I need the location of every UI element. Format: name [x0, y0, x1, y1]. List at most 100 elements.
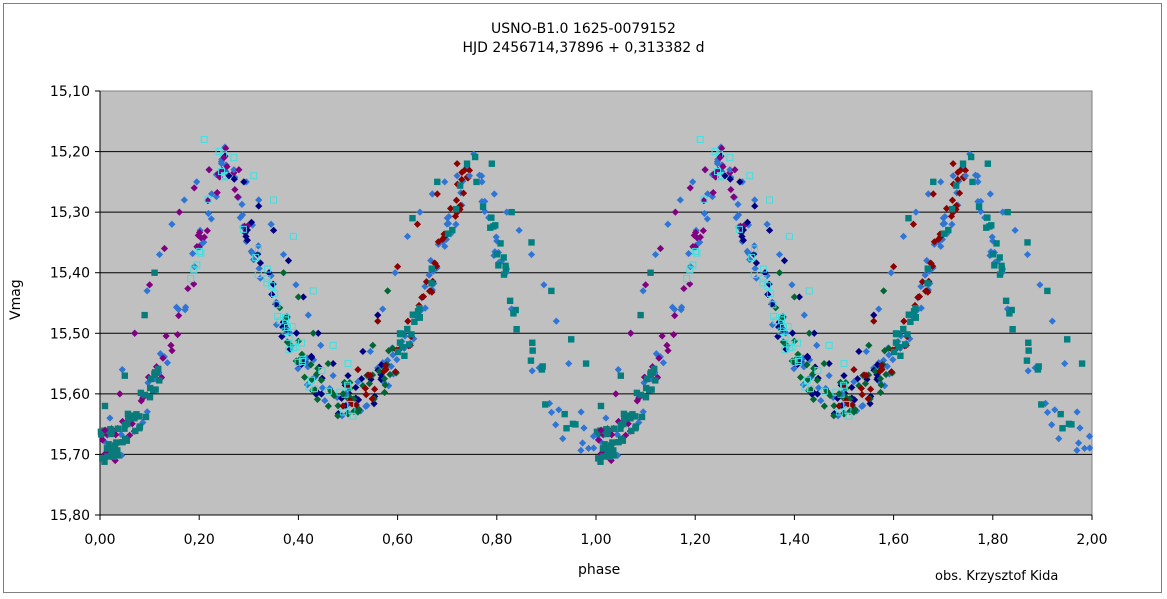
data-point	[595, 455, 602, 462]
data-point	[150, 387, 157, 394]
data-point	[807, 385, 815, 393]
data-point	[298, 339, 306, 347]
data-point	[254, 271, 262, 279]
data-point	[955, 189, 964, 197]
data-point	[954, 175, 962, 184]
data-point	[865, 341, 873, 349]
data-point	[739, 236, 747, 244]
data-point	[870, 317, 878, 325]
data-point	[459, 189, 468, 197]
data-point	[187, 275, 195, 283]
data-point	[174, 331, 182, 339]
data-point	[610, 452, 617, 459]
data-point	[763, 220, 771, 228]
data-point	[425, 287, 434, 295]
data-point	[676, 196, 684, 204]
data-point	[590, 444, 598, 452]
data-point	[465, 166, 474, 174]
data-point	[529, 339, 536, 346]
data-point	[329, 359, 337, 368]
data-point	[321, 396, 329, 405]
data-point	[907, 318, 914, 326]
data-point	[503, 208, 511, 216]
data-point	[110, 446, 117, 453]
data-point	[796, 358, 804, 366]
data-point	[954, 168, 962, 176]
data-point	[552, 317, 560, 325]
data-point	[428, 190, 436, 198]
data-point	[917, 282, 925, 291]
data-point	[401, 352, 408, 360]
data-point	[899, 232, 908, 240]
y-tick-label: 15,40	[50, 266, 90, 282]
data-point	[547, 408, 556, 416]
data-point	[656, 244, 665, 253]
data-point	[659, 359, 667, 367]
data-point	[608, 431, 616, 439]
data-point	[639, 408, 647, 416]
data-point	[273, 301, 281, 309]
data-point	[1085, 432, 1094, 440]
data-point	[294, 293, 302, 301]
data-point	[283, 323, 291, 331]
data-point	[561, 410, 568, 418]
data-point	[329, 341, 337, 349]
data-point	[1008, 306, 1015, 314]
data-point	[593, 428, 601, 435]
data-point	[905, 215, 912, 222]
data-point	[809, 395, 818, 403]
data-point	[887, 368, 896, 376]
x-tick-label: 1,80	[977, 532, 1008, 548]
data-point	[334, 412, 342, 420]
data-point	[107, 430, 114, 438]
data-point	[452, 220, 460, 228]
data-point	[223, 162, 231, 171]
data-point	[318, 367, 326, 375]
data-point	[766, 289, 774, 297]
data-point	[685, 249, 693, 258]
data-point	[790, 293, 798, 301]
data-point	[114, 447, 121, 454]
data-point	[775, 250, 784, 259]
data-point	[606, 453, 613, 461]
data-point	[478, 178, 486, 186]
data-point	[810, 329, 818, 337]
data-point	[384, 287, 392, 295]
data-point	[475, 171, 484, 179]
data-point	[719, 162, 727, 171]
data-point	[131, 329, 139, 337]
data-point	[386, 370, 394, 379]
data-point	[481, 197, 489, 206]
data-point	[396, 339, 404, 346]
data-point	[788, 343, 796, 351]
data-point	[924, 190, 932, 198]
data-point	[642, 393, 650, 401]
data-point	[1057, 410, 1064, 418]
chart-frame	[3, 3, 1162, 593]
data-point	[255, 196, 263, 204]
x-tick-label: 1,40	[779, 532, 810, 548]
data-point	[168, 220, 176, 228]
data-point	[1025, 347, 1032, 354]
data-point	[689, 178, 697, 186]
data-point	[736, 178, 744, 186]
data-point	[607, 456, 615, 465]
data-point	[748, 253, 756, 261]
data-point	[617, 425, 624, 432]
data-point	[354, 408, 362, 416]
data-point	[99, 455, 106, 462]
data-point	[993, 240, 1000, 247]
data-point	[527, 357, 535, 364]
data-point	[600, 453, 607, 460]
data-point	[539, 363, 546, 370]
data-point	[347, 400, 355, 408]
data-point	[751, 264, 759, 273]
data-point	[369, 341, 377, 349]
data-point	[632, 413, 639, 420]
data-point	[267, 272, 275, 280]
data-point	[774, 332, 782, 341]
data-point	[314, 329, 322, 337]
data-point	[779, 323, 787, 331]
data-point	[930, 178, 937, 186]
data-point	[409, 311, 417, 318]
